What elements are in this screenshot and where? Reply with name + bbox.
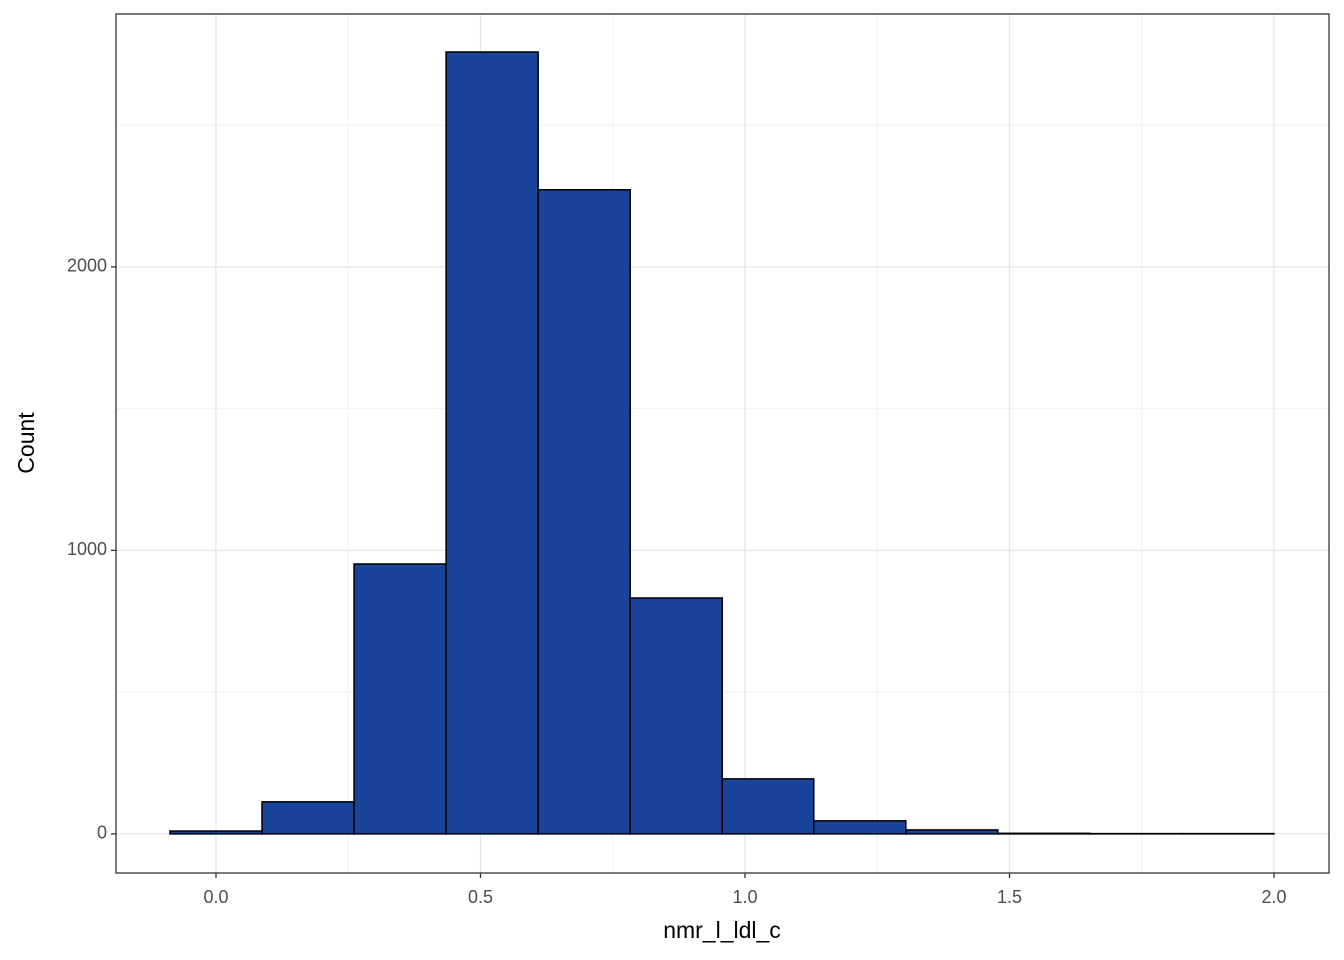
- bar: [813, 820, 907, 835]
- x-tick-label: 2.0: [1261, 887, 1286, 907]
- x-axis-title: nmr_l_ldl_c: [663, 917, 781, 943]
- y-tick-label: 0: [97, 823, 107, 843]
- bar: [537, 189, 631, 835]
- x-tick-label: 1.5: [997, 887, 1022, 907]
- bar: [997, 832, 1091, 835]
- y-axis-title: Count: [13, 412, 39, 474]
- bar: [905, 829, 999, 835]
- panel-border: [115, 13, 1330, 874]
- x-tick-label: 0.0: [203, 887, 228, 907]
- bar: [721, 778, 815, 835]
- bar: [261, 801, 355, 835]
- y-tick-label: 2000: [67, 256, 107, 276]
- x-tick-label: 0.5: [468, 887, 493, 907]
- bar: [445, 51, 539, 835]
- bar: [629, 597, 723, 835]
- x-tick-label: 1.0: [732, 887, 757, 907]
- bar: [353, 563, 447, 835]
- y-tick-label: 1000: [67, 539, 107, 559]
- bar: [169, 830, 263, 835]
